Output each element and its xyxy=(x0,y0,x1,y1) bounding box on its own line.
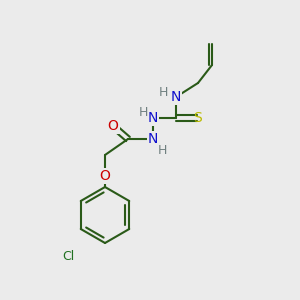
Text: Cl: Cl xyxy=(62,250,74,262)
Text: H: H xyxy=(158,86,168,100)
Text: N: N xyxy=(148,111,158,125)
Text: S: S xyxy=(193,111,201,125)
Text: H: H xyxy=(157,143,167,157)
Text: O: O xyxy=(100,169,110,183)
Text: N: N xyxy=(148,132,158,146)
Text: N: N xyxy=(171,90,181,104)
Text: O: O xyxy=(108,119,118,133)
Text: H: H xyxy=(138,106,148,118)
